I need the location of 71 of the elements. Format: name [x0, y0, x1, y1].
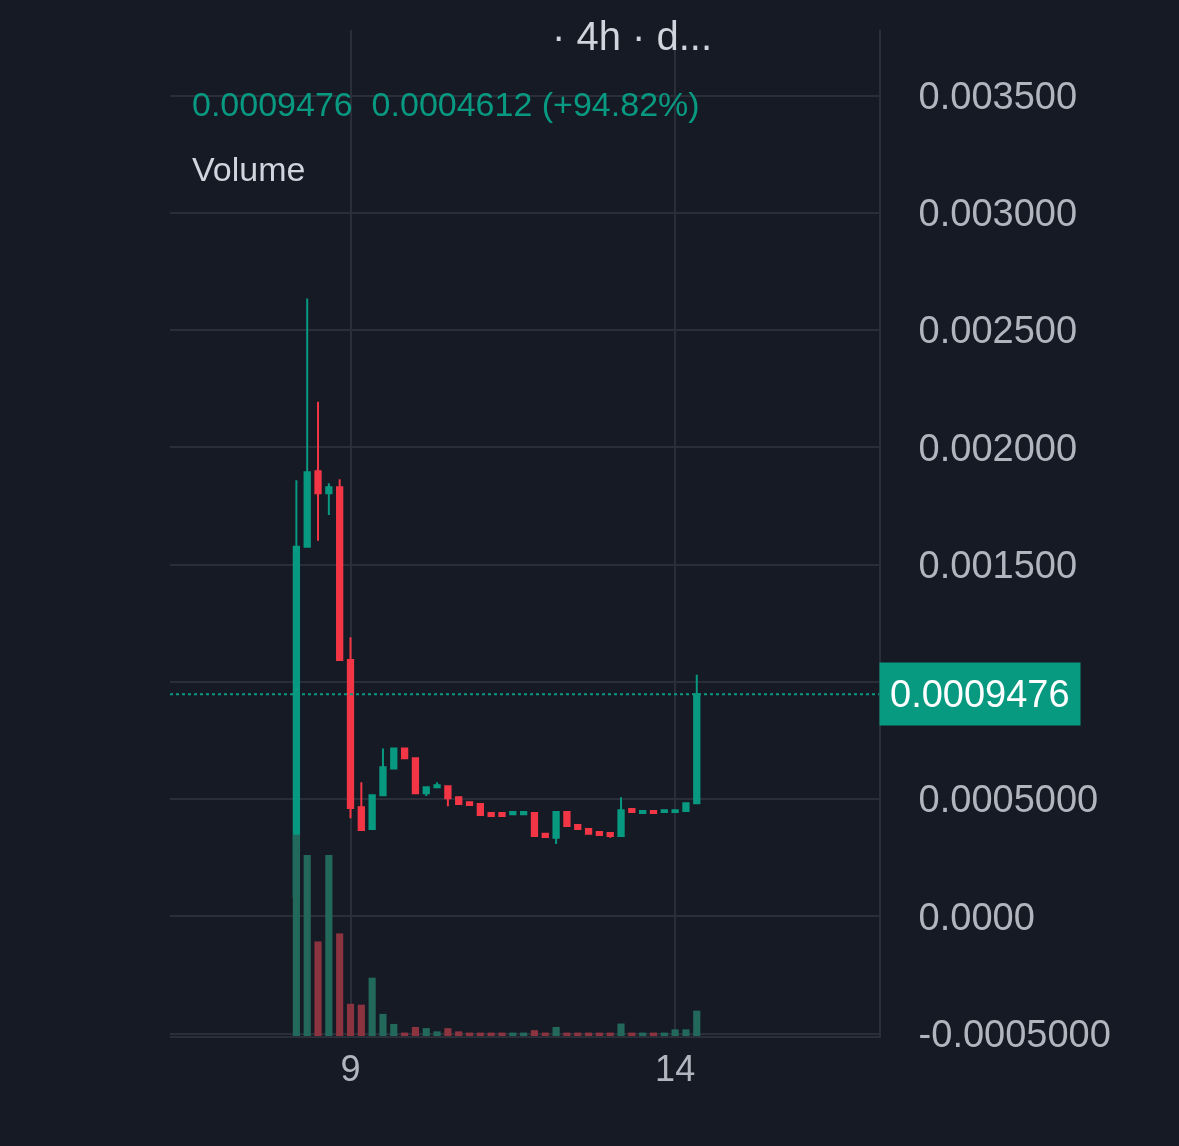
candlestick	[584, 827, 593, 835]
candlestick	[660, 809, 668, 814]
bar	[411, 1026, 419, 1036]
candlestick	[411, 757, 420, 796]
candlestick	[487, 811, 495, 818]
candlestick	[346, 636, 355, 820]
bar	[682, 1029, 690, 1036]
candlestick	[498, 811, 506, 818]
bar	[455, 1031, 463, 1036]
candlestick	[552, 811, 560, 845]
bar	[422, 1028, 430, 1036]
candlestick	[390, 747, 398, 770]
candlestick	[314, 400, 322, 542]
bar	[346, 1003, 355, 1036]
candlestick	[509, 811, 517, 816]
bar	[336, 933, 344, 1036]
y-tick-label: -0.0005000	[918, 1012, 1111, 1055]
candlestick	[357, 781, 365, 832]
bar	[530, 1030, 539, 1036]
candlestick	[574, 823, 582, 830]
candlestick	[530, 811, 539, 837]
bar	[357, 1004, 365, 1036]
y-tick-label: 0.001500	[918, 543, 1078, 586]
candlestick	[422, 785, 430, 798]
chart-title: · 4h · d...	[552, 14, 713, 58]
candlestick	[671, 809, 679, 814]
y-tick-label: 0.002500	[918, 309, 1078, 352]
bar	[390, 1023, 398, 1036]
bar	[498, 1032, 506, 1036]
y-tick-label: 0.002000	[918, 426, 1078, 469]
bar	[314, 941, 322, 1036]
candlestick	[628, 808, 636, 814]
candlestick	[682, 802, 690, 813]
bar	[368, 977, 376, 1036]
y-tick-label: 0.0000	[918, 895, 1035, 938]
candlestick	[617, 796, 625, 837]
candlestick	[639, 810, 647, 814]
bar	[552, 1026, 560, 1036]
candlestick	[649, 810, 658, 814]
candlestick	[368, 794, 376, 830]
candlestick	[379, 747, 387, 798]
candlestick	[325, 482, 333, 516]
bar	[444, 1028, 452, 1036]
x-tick-label: 14	[655, 1048, 696, 1090]
candlestick	[336, 478, 344, 662]
candlestick	[303, 297, 311, 548]
bar	[303, 854, 311, 1036]
y-tick-label: 0.003500	[918, 74, 1078, 117]
annotation: Volume	[192, 150, 306, 188]
candlestick	[595, 830, 604, 837]
bar	[325, 854, 333, 1036]
candlestick	[433, 781, 441, 789]
candlestick	[476, 803, 484, 817]
candlestick	[541, 832, 549, 838]
bar	[292, 834, 300, 1036]
y-tick-label: 0.0005000	[918, 778, 1099, 821]
candlestick	[606, 831, 614, 839]
y-tick-label: 0.003000	[918, 192, 1078, 235]
bar	[433, 1031, 441, 1036]
candlestick	[465, 801, 474, 807]
annotation: 0.0009476 0.0004612 (+94.82%)	[192, 85, 700, 123]
x-tick-label: 9	[340, 1048, 361, 1090]
bar	[379, 1013, 387, 1036]
bar	[693, 1010, 701, 1036]
candlestick	[519, 811, 528, 816]
candlestick	[563, 811, 571, 827]
candlestick	[455, 796, 463, 806]
bar	[671, 1029, 679, 1036]
bar	[617, 1023, 625, 1036]
ref-line-label: 0.0009476	[890, 673, 1070, 715]
candlestick	[444, 785, 452, 808]
